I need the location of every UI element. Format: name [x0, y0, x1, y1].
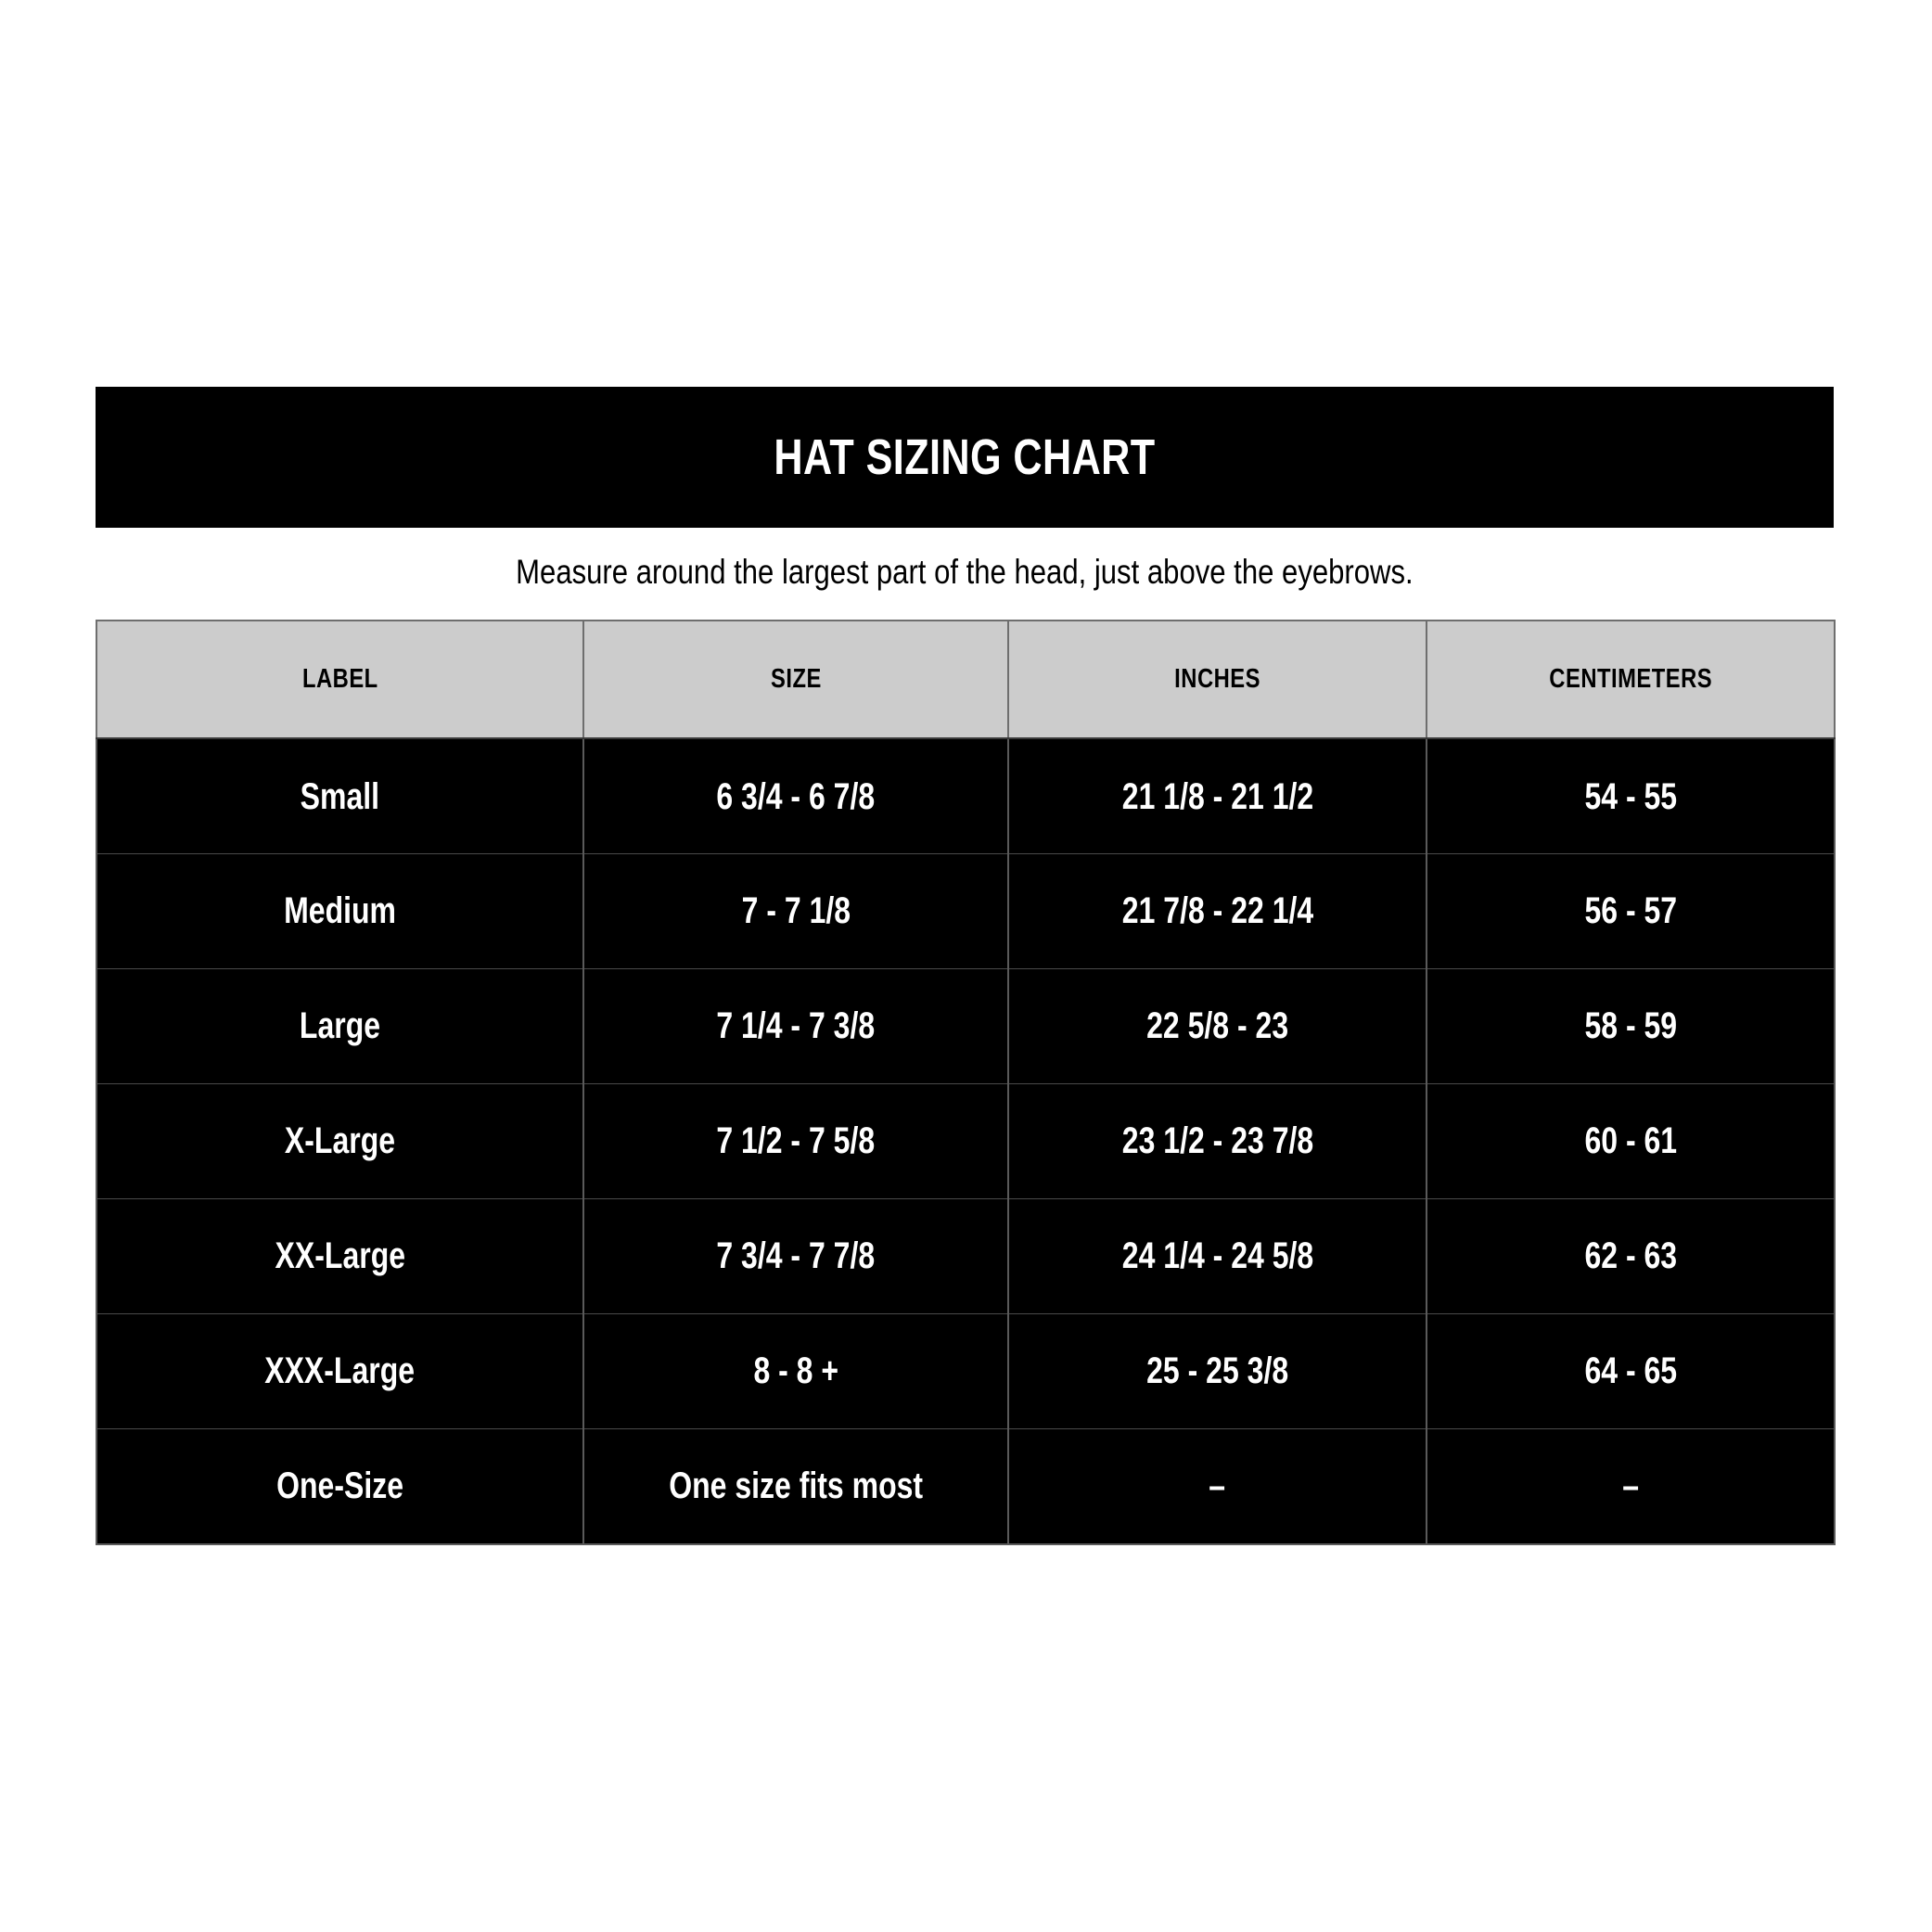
sizing-table-container: LABEL SIZE INCHES CENTIMETERS Small — [96, 620, 1836, 1545]
cell-centimeters: 60 - 61 — [1427, 1083, 1836, 1199]
column-header-centimeters-text: CENTIMETERS — [1549, 664, 1712, 694]
cell-inches: 23 1/2 - 23 7/8 — [1008, 1083, 1427, 1199]
cell-size-text: 7 1/2 - 7 5/8 — [716, 1120, 876, 1162]
cell-inches: 24 1/4 - 24 5/8 — [1008, 1198, 1427, 1314]
cell-centimeters: 54 - 55 — [1427, 738, 1836, 854]
cell-label-text: Large — [299, 1005, 381, 1047]
cell-centimeters: 58 - 59 — [1427, 968, 1836, 1084]
cell-inches-text: 23 1/2 - 23 7/8 — [1121, 1120, 1313, 1162]
cell-label-text: X-Large — [284, 1120, 396, 1162]
cell-centimeters-text: 60 - 61 — [1584, 1120, 1677, 1162]
cell-size-text: 7 3/4 - 7 7/8 — [716, 1235, 876, 1277]
cell-size: 7 1/4 - 7 3/8 — [583, 968, 1009, 1084]
cell-size: 7 1/2 - 7 5/8 — [583, 1083, 1009, 1199]
cell-inches: 22 5/8 - 23 — [1008, 968, 1427, 1084]
column-header-label-text: LABEL — [301, 664, 378, 694]
cell-label: X-Large — [96, 1083, 584, 1199]
column-header-inches: INCHES — [1008, 620, 1427, 739]
table-row: Small 6 3/4 - 6 7/8 21 1/8 - 21 1/2 54 -… — [96, 738, 1836, 854]
cell-centimeters-text: 56 - 57 — [1584, 890, 1677, 932]
measurement-instruction: Measure around the largest part of the h… — [516, 553, 1414, 591]
cell-label: One-Size — [96, 1428, 584, 1545]
table-row: Large 7 1/4 - 7 3/8 22 5/8 - 23 58 - 59 — [96, 968, 1836, 1084]
cell-inches-text: 24 1/4 - 24 5/8 — [1121, 1235, 1313, 1277]
cell-label-text: Small — [300, 775, 380, 817]
cell-size-text: 7 1/4 - 7 3/8 — [716, 1005, 876, 1047]
cell-size-text: 6 3/4 - 6 7/8 — [716, 775, 876, 817]
cell-centimeters: 62 - 63 — [1427, 1198, 1836, 1314]
table-row: XX-Large 7 3/4 - 7 7/8 24 1/4 - 24 5/8 6… — [96, 1198, 1836, 1314]
column-header-size-text: SIZE — [770, 664, 822, 694]
table-head: LABEL SIZE INCHES CENTIMETERS — [96, 620, 1836, 739]
table-row: One-Size One size fits most – – — [96, 1428, 1836, 1545]
cell-inches-text: – — [1209, 1465, 1226, 1507]
cell-size-text: One size fits most — [669, 1465, 923, 1507]
cell-inches: 25 - 25 3/8 — [1008, 1313, 1427, 1429]
cell-label: Medium — [96, 853, 584, 969]
cell-label-text: One-Size — [276, 1465, 403, 1507]
cell-inches: 21 1/8 - 21 1/2 — [1008, 738, 1427, 854]
cell-size-text: 8 - 8 + — [753, 1350, 838, 1392]
cell-label: Large — [96, 968, 584, 1084]
cell-inches: 21 7/8 - 22 1/4 — [1008, 853, 1427, 969]
cell-inches-text: 22 5/8 - 23 — [1146, 1005, 1288, 1047]
cell-inches-text: 21 7/8 - 22 1/4 — [1121, 890, 1313, 932]
cell-centimeters: – — [1427, 1428, 1836, 1545]
column-header-centimeters: CENTIMETERS — [1427, 620, 1836, 739]
page-title: HAT SIZING CHART — [774, 429, 1156, 485]
column-header-size: SIZE — [583, 620, 1009, 739]
cell-label-text: XXX-Large — [264, 1350, 416, 1392]
table-row: Medium 7 - 7 1/8 21 7/8 - 22 1/4 56 - 57 — [96, 853, 1836, 969]
cell-centimeters-text: 64 - 65 — [1584, 1350, 1677, 1392]
cell-inches-text: 21 1/8 - 21 1/2 — [1121, 775, 1313, 817]
cell-centimeters-text: 54 - 55 — [1584, 775, 1677, 817]
cell-size: One size fits most — [583, 1428, 1009, 1545]
cell-label-text: XX-Large — [275, 1235, 405, 1277]
sizing-table: LABEL SIZE INCHES CENTIMETERS Small — [96, 620, 1836, 1545]
table-row: XXX-Large 8 - 8 + 25 - 25 3/8 64 - 65 — [96, 1313, 1836, 1429]
cell-label: Small — [96, 738, 584, 854]
cell-size: 7 3/4 - 7 7/8 — [583, 1198, 1009, 1314]
cell-centimeters-text: 58 - 59 — [1584, 1005, 1677, 1047]
column-header-label: LABEL — [96, 620, 584, 739]
cell-label: XXX-Large — [96, 1313, 584, 1429]
cell-label: XX-Large — [96, 1198, 584, 1314]
cell-size: 6 3/4 - 6 7/8 — [583, 738, 1009, 854]
table-row: X-Large 7 1/2 - 7 5/8 23 1/2 - 23 7/8 60… — [96, 1083, 1836, 1199]
chart-title-bar: HAT SIZING CHART — [96, 387, 1834, 528]
chart-subtitle-container: Measure around the largest part of the h… — [96, 536, 1834, 608]
cell-centimeters-text: 62 - 63 — [1584, 1235, 1677, 1277]
cell-size: 7 - 7 1/8 — [583, 853, 1009, 969]
cell-inches-text: 25 - 25 3/8 — [1146, 1350, 1288, 1392]
table-body: Small 6 3/4 - 6 7/8 21 1/8 - 21 1/2 54 -… — [96, 738, 1836, 1545]
cell-size-text: 7 - 7 1/8 — [741, 890, 851, 932]
cell-inches: – — [1008, 1428, 1427, 1545]
table-header-row: LABEL SIZE INCHES CENTIMETERS — [96, 620, 1836, 739]
cell-centimeters: 56 - 57 — [1427, 853, 1836, 969]
column-header-inches-text: INCHES — [1174, 664, 1260, 694]
cell-centimeters-text: – — [1622, 1465, 1639, 1507]
cell-size: 8 - 8 + — [583, 1313, 1009, 1429]
cell-centimeters: 64 - 65 — [1427, 1313, 1836, 1429]
cell-label-text: Medium — [284, 890, 396, 932]
